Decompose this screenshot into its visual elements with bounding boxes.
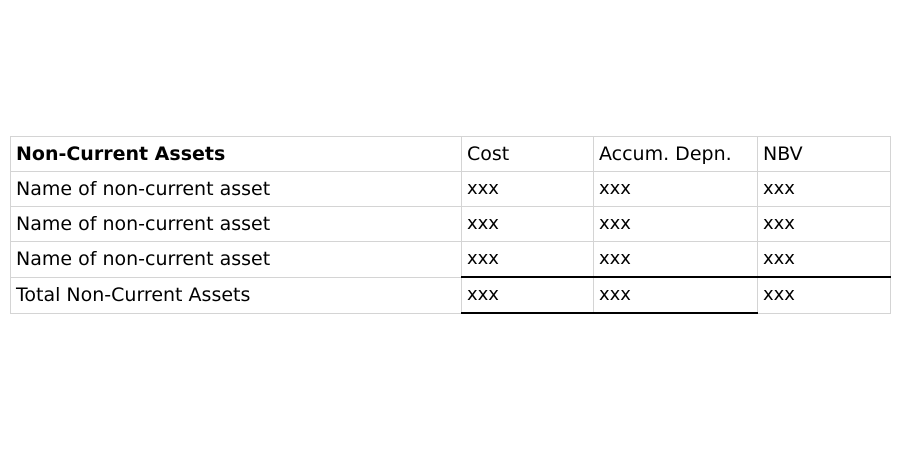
total-row: Total Non-Current Assets xxx xxx xxx [10, 276, 891, 314]
accum-depn-cell[interactable]: xxx [593, 206, 758, 242]
cost-cell[interactable]: xxx [461, 171, 594, 207]
cost-header-cell[interactable]: Cost [461, 136, 594, 172]
non-current-assets-table: Non-Current Assets Cost Accum. Depn. NBV… [10, 136, 891, 314]
nbv-cell[interactable]: xxx [757, 206, 891, 242]
total-accum-depn-cell[interactable]: xxx [593, 276, 758, 314]
section-title-cell[interactable]: Non-Current Assets [10, 136, 462, 172]
table-row: Name of non-current asset xxx xxx xxx [10, 206, 891, 242]
nbv-header-cell[interactable]: NBV [757, 136, 891, 172]
asset-name-cell[interactable]: Name of non-current asset [10, 241, 462, 278]
total-nbv-cell[interactable]: xxx [757, 276, 891, 314]
non-current-assets-table-wrapper: Non-Current Assets Cost Accum. Depn. NBV… [10, 136, 891, 314]
accum-depn-cell[interactable]: xxx [593, 241, 758, 278]
nbv-cell[interactable]: xxx [757, 171, 891, 207]
cost-cell[interactable]: xxx [461, 241, 594, 278]
asset-name-cell[interactable]: Name of non-current asset [10, 206, 462, 242]
total-label-cell[interactable]: Total Non-Current Assets [10, 276, 462, 314]
accum-depn-header-cell[interactable]: Accum. Depn. [593, 136, 758, 172]
table-row: Name of non-current asset xxx xxx xxx [10, 171, 891, 207]
cost-cell[interactable]: xxx [461, 206, 594, 242]
nbv-cell[interactable]: xxx [757, 241, 891, 278]
table-row: Name of non-current asset xxx xxx xxx [10, 241, 891, 278]
asset-name-cell[interactable]: Name of non-current asset [10, 171, 462, 207]
header-row: Non-Current Assets Cost Accum. Depn. NBV [10, 136, 891, 172]
accum-depn-cell[interactable]: xxx [593, 171, 758, 207]
total-cost-cell[interactable]: xxx [461, 276, 594, 314]
